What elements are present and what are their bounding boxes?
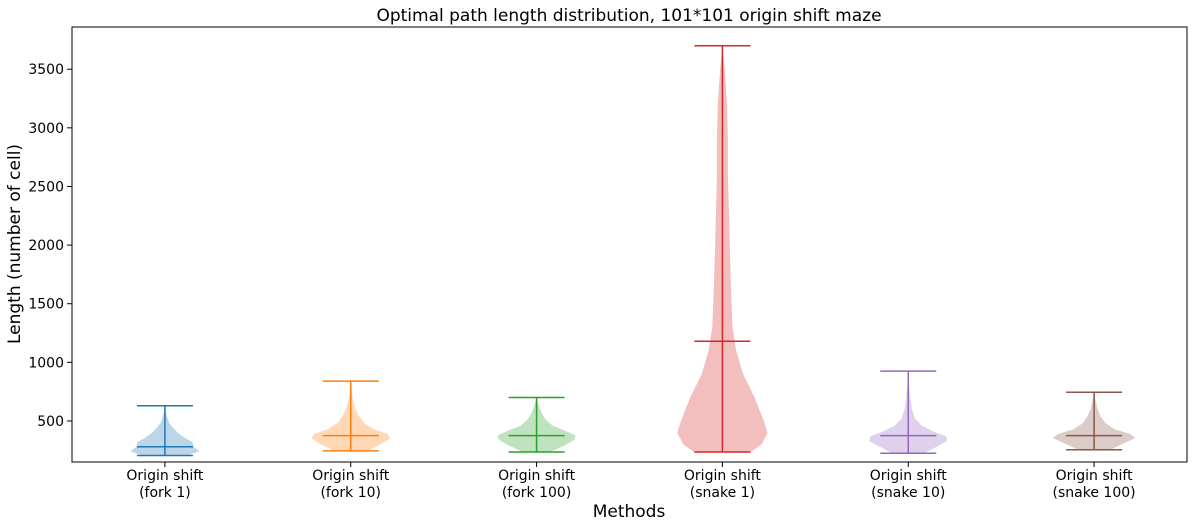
y-tick-label: 2000 <box>28 238 64 254</box>
x-tick-label-line1: Origin shift <box>684 468 762 484</box>
chart-title: Optimal path length distribution, 101*10… <box>376 6 881 26</box>
x-axis: Origin shift(fork 1)Origin shift(fork 10… <box>126 462 1136 501</box>
x-tick-label-line2: (snake 10) <box>871 485 945 501</box>
x-tick-label-line1: Origin shift <box>870 468 948 484</box>
y-tick-label: 3500 <box>28 62 64 78</box>
y-tick-label: 1000 <box>28 355 64 371</box>
y-tick-label: 3000 <box>28 121 64 137</box>
x-axis-label: Methods <box>593 502 666 522</box>
x-tick-label-line1: Origin shift <box>1056 468 1134 484</box>
y-axis: 500 1000 1500 2000 2500 3000 3500 <box>28 62 72 430</box>
y-tick-label: 2500 <box>28 179 64 195</box>
x-tick-label-line2: (snake 1) <box>690 485 755 501</box>
x-tick-label-line2: (fork 10) <box>320 485 381 501</box>
x-tick-label-line1: Origin shift <box>498 468 576 484</box>
y-tick-label: 1500 <box>28 297 64 313</box>
plot-frame <box>71 26 1188 463</box>
x-tick-label-line2: (snake 100) <box>1053 485 1136 501</box>
x-tick-label-line2: (fork 1) <box>139 485 191 501</box>
plot-area <box>130 45 1136 457</box>
x-tick-label-line2: (fork 100) <box>502 485 571 501</box>
y-axis-label: Length (number of cell) <box>5 144 25 344</box>
x-tick-label-line1: Origin shift <box>126 468 204 484</box>
x-tick-label-line1: Origin shift <box>312 468 390 484</box>
y-tick-label: 500 <box>37 414 64 430</box>
